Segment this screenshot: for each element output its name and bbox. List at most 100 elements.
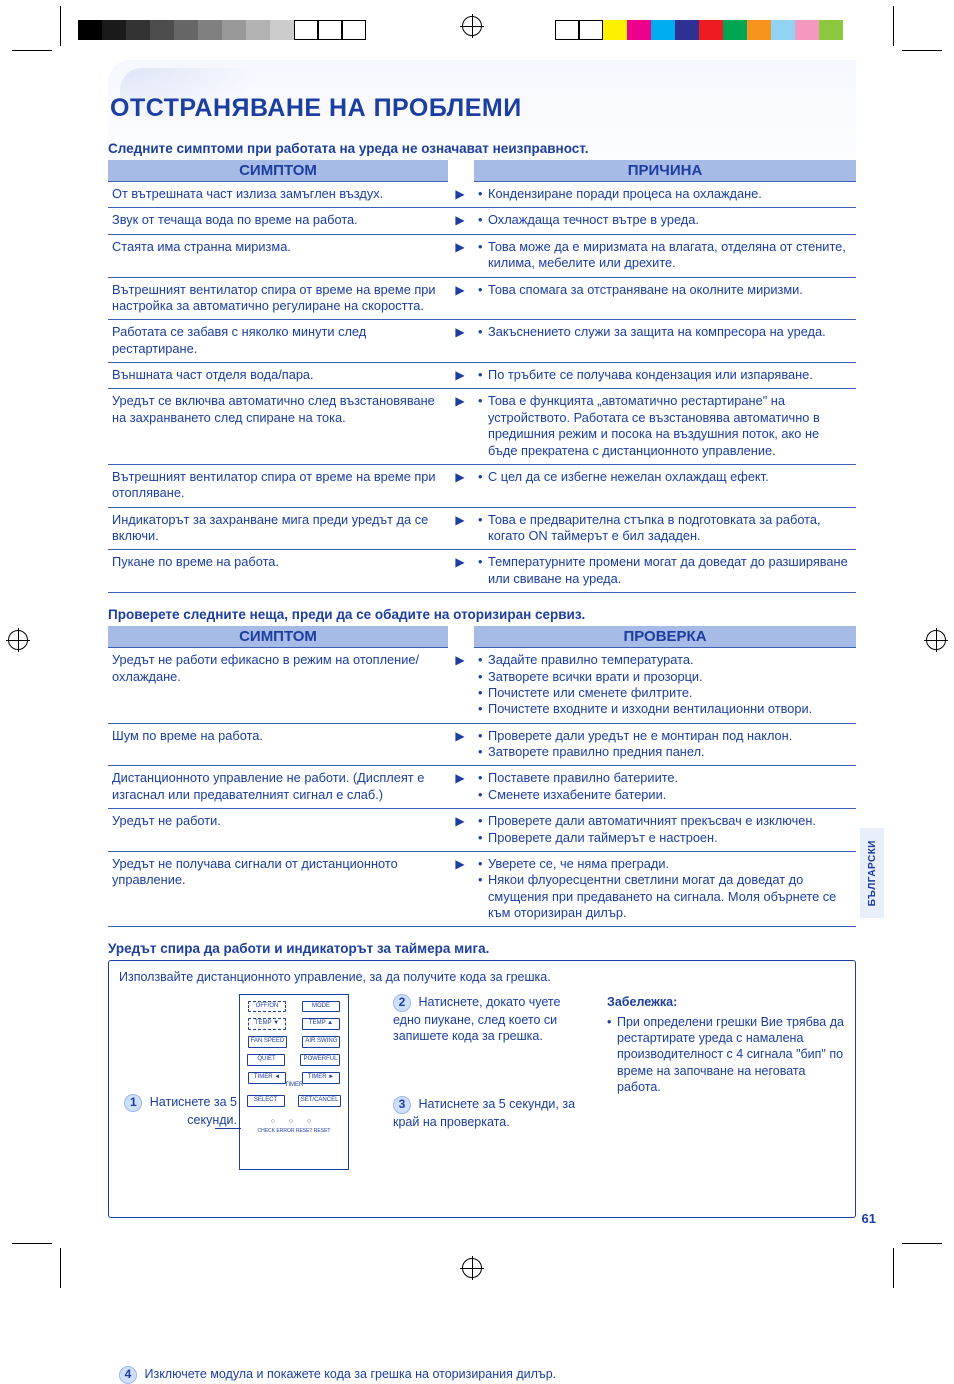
swatch [675,20,699,40]
swatch [555,20,579,40]
note-body: При определени грешки Вие трябва да рест… [607,1014,845,1095]
cause-cell: Поставете правилно батериите.Сменете изх… [474,766,856,809]
section1-subtitle: Следните симптоми при работата на уреда … [108,141,856,156]
step-2-text: Натиснете, докато чуете едно пиукане, сл… [393,995,560,1043]
step-badge-1: 1 [124,1094,142,1112]
symptom-cell: Шум по време на работа. [108,723,448,766]
remote-control-icon: OFF/ONMODETEMP ▼TEMP ▲FAN SPEEDAIR SWING… [239,994,349,1170]
symptom-cell: Индикаторът за захранване мига преди уре… [108,507,448,550]
swatch [771,20,795,40]
th-check: ПРОВЕРКА [474,626,856,648]
remote-button: TEMP ▼ [248,1018,286,1030]
symptom-cell: От вътрешната част излиза замъглен възду… [108,182,448,208]
swatch [651,20,675,40]
remote-button: TIMER ◄ [248,1072,286,1084]
arrow-icon: ▶ [448,766,474,809]
symptom-cell: Стаята има странна миризма. [108,234,448,277]
step-3: 3 Натиснете за 5 секунди, за край на про… [393,1096,583,1130]
cause-cell: С цел да се избегне нежелан охлаждащ ефе… [474,464,856,507]
table-symptom-cause: СИМПТОМ ПРИЧИНА От вътрешната част излиз… [108,160,856,593]
cause-cell: Охлаждаща течност вътре в уреда. [474,208,856,234]
section2-subtitle: Проверете следните неща, преди да се оба… [108,607,856,622]
swatch [102,20,126,40]
symptom-cell: Уредът не получава сигнали от дистанцион… [108,851,448,927]
th-cause: ПРИЧИНА [474,160,856,182]
symptom-cell: Уредът не работи. [108,809,448,852]
cause-cell: Температурните промени могат да доведат … [474,550,856,593]
page-content: ОТСТРАНЯВАНЕ НА ПРОБЛЕМИ Следните симпто… [108,60,856,1240]
symptom-cell: Уредът не работи ефикасно в режим на ото… [108,648,448,724]
print-swatches-color [555,20,843,40]
swatch [318,20,342,40]
err-top: Използвайте дистанционното управление, з… [119,969,845,985]
th-symptom: СИМПТОМ [108,160,448,182]
th-symptom-2: СИМПТОМ [108,626,448,648]
symptom-cell: Работата се забавя с няколко минути след… [108,320,448,363]
swatch [795,20,819,40]
section3-subtitle: Уредът спира да работи и индикаторът за … [108,941,856,956]
arrow-icon: ▶ [448,809,474,852]
swatch [174,20,198,40]
swatch [819,20,843,40]
arrow-icon: ▶ [448,182,474,208]
step-4: 4 Изключете модула и покажете кода за гр… [119,1366,845,1384]
step-1: 1 Натиснете за 5 секунди. [119,1094,237,1128]
table-symptom-check: СИМПТОМ ПРОВЕРКА Уредът не работи ефикас… [108,626,856,927]
swatch [222,20,246,40]
arrow-icon: ▶ [448,277,474,320]
symptom-cell: Уредът се включва автоматично след възст… [108,389,448,465]
arrow-icon: ▶ [448,851,474,927]
remote-button: FAN SPEED [248,1036,288,1048]
swatch [627,20,651,40]
swatch [294,20,318,40]
print-swatches-grayscale [78,20,366,40]
remote-button: POWERFUL [300,1054,340,1066]
cause-cell: Това спомага за отстраняване на околните… [474,277,856,320]
arrow-icon: ▶ [448,234,474,277]
language-tab: БЪЛГАРСКИ [860,828,884,918]
arrow-icon: ▶ [448,648,474,724]
remote-button: MODE [302,1001,340,1013]
arrow-icon: ▶ [448,208,474,234]
swatch [150,20,174,40]
swatch [198,20,222,40]
symptom-cell: Вътрешният вентилатор спира от време на … [108,464,448,507]
symptom-cell: Пукане по време на работа. [108,550,448,593]
arrow-icon: ▶ [448,363,474,389]
remote-button: AIR SWING [302,1036,340,1048]
arrow-icon: ▶ [448,320,474,363]
swatch [126,20,150,40]
step-badge-3: 3 [393,1096,411,1114]
step-4-text: Изключете модула и покажете кода за греш… [144,1367,556,1381]
arrow-icon: ▶ [448,507,474,550]
swatch [723,20,747,40]
remote-button: OFF/ON [248,1001,286,1013]
cause-cell: Задайте правилно температурата.Затворете… [474,648,856,724]
page-title: ОТСТРАНЯВАНЕ НА ПРОБЛЕМИ [108,60,856,135]
symptom-cell: Звук от течаща вода по време на работа. [108,208,448,234]
swatch [270,20,294,40]
cause-cell: Кондензиране поради процеса на охлаждане… [474,182,856,208]
step-badge-4: 4 [119,1366,137,1384]
page-number: 61 [862,1211,876,1226]
remote-button: QUIET [247,1054,285,1066]
arrow-icon: ▶ [448,723,474,766]
step-3-text: Натиснете за 5 секунди, за край на прове… [393,1097,575,1129]
error-code-box: Използвайте дистанционното управление, з… [108,960,856,1218]
swatch [342,20,366,40]
symptom-cell: Вътрешният вентилатор спира от време на … [108,277,448,320]
swatch [579,20,603,40]
arrow-icon: ▶ [448,550,474,593]
arrow-icon: ▶ [448,389,474,465]
swatch [246,20,270,40]
note-title: Забележка: [607,994,845,1010]
cause-cell: Закъснението служи за защита на компресо… [474,320,856,363]
step-2: 2 Натиснете, докато чуете едно пиукане, … [393,994,583,1045]
step-1-text: Натиснете за 5 секунди. [150,1095,237,1127]
cause-cell: Това може да е миризмата на влагата, отд… [474,234,856,277]
symptom-cell: Външната част отделя вода/пара. [108,363,448,389]
step-badge-2: 2 [393,994,411,1012]
swatch [699,20,723,40]
arrow-icon: ▶ [448,464,474,507]
cause-cell: Това е функцията „автоматично рестартира… [474,389,856,465]
